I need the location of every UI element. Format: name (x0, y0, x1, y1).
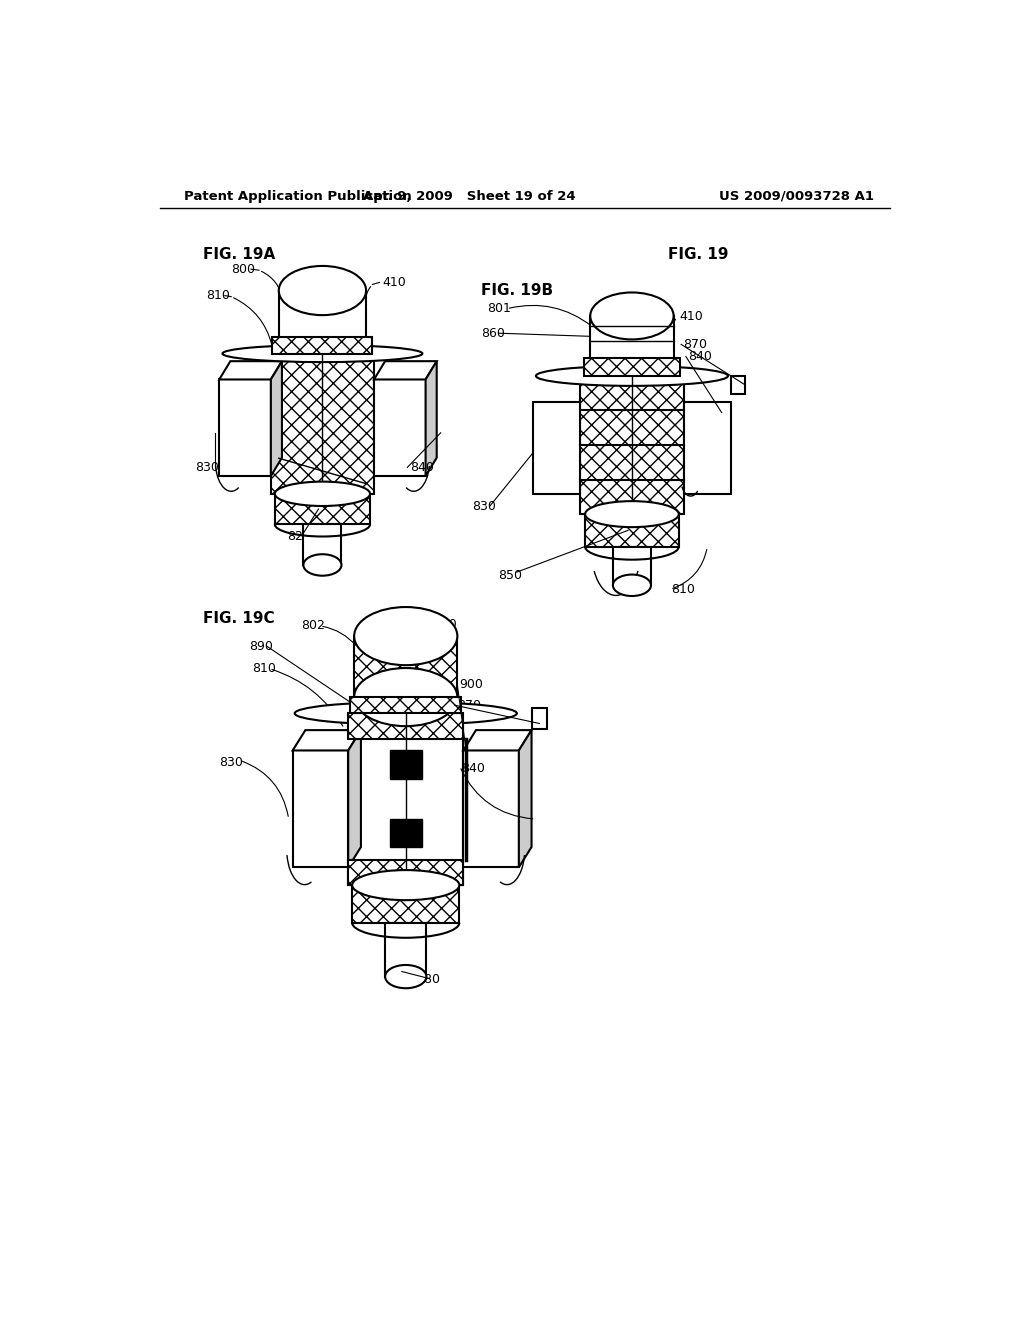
Bar (684, 403, 731, 494)
Bar (348, 713, 463, 886)
Text: 801: 801 (487, 302, 511, 315)
Text: 880: 880 (416, 973, 440, 986)
Polygon shape (519, 730, 531, 867)
Text: 830: 830 (196, 461, 219, 474)
Ellipse shape (354, 668, 458, 726)
Bar (348, 859, 463, 886)
Ellipse shape (590, 293, 674, 339)
Text: FIG. 19: FIG. 19 (668, 247, 728, 263)
Text: 820: 820 (287, 531, 310, 543)
Bar (390, 818, 422, 847)
Ellipse shape (613, 574, 651, 597)
Text: 840: 840 (461, 762, 485, 775)
Bar (590, 315, 674, 362)
Ellipse shape (536, 366, 728, 385)
Ellipse shape (303, 554, 341, 576)
Bar (352, 886, 460, 923)
Bar (581, 376, 684, 515)
Bar (354, 636, 458, 697)
Bar (385, 923, 426, 977)
Ellipse shape (385, 965, 426, 989)
Text: 830: 830 (472, 499, 496, 512)
Ellipse shape (295, 702, 517, 725)
Text: Patent Application Publication: Patent Application Publication (183, 190, 412, 202)
Text: 870: 870 (684, 338, 708, 351)
Bar (272, 338, 373, 354)
Ellipse shape (354, 607, 458, 665)
Bar (293, 751, 348, 867)
Polygon shape (293, 730, 360, 751)
Polygon shape (374, 362, 436, 379)
Bar (585, 513, 679, 546)
Bar (350, 697, 461, 713)
Bar (531, 709, 548, 729)
Text: 830: 830 (219, 755, 243, 768)
Ellipse shape (352, 870, 460, 900)
Text: 870: 870 (458, 698, 481, 711)
Bar (348, 713, 463, 739)
Polygon shape (219, 362, 282, 379)
Bar (303, 524, 341, 565)
Text: 810: 810 (206, 289, 229, 302)
Text: US 2009/0093728 A1: US 2009/0093728 A1 (719, 190, 873, 202)
Bar (390, 750, 422, 779)
Polygon shape (270, 362, 282, 477)
Bar (274, 494, 370, 524)
Text: 900: 900 (460, 678, 483, 692)
Text: 890: 890 (249, 640, 272, 653)
Bar (374, 379, 426, 477)
Text: 410: 410 (680, 310, 703, 323)
Text: 810: 810 (672, 583, 695, 595)
Ellipse shape (279, 265, 367, 315)
Text: 410: 410 (433, 619, 458, 631)
Ellipse shape (274, 482, 370, 506)
Text: FIG. 19B: FIG. 19B (481, 282, 553, 298)
Text: 840: 840 (410, 461, 433, 474)
Bar (463, 751, 519, 867)
Polygon shape (348, 730, 360, 867)
Text: 802: 802 (301, 619, 325, 632)
Text: 810: 810 (252, 663, 275, 675)
Bar (270, 354, 374, 494)
Text: Apr. 9, 2009   Sheet 19 of 24: Apr. 9, 2009 Sheet 19 of 24 (362, 190, 575, 202)
Bar (584, 358, 680, 376)
Bar (532, 403, 581, 494)
Text: 840: 840 (688, 350, 712, 363)
Bar (279, 290, 367, 342)
Text: 410: 410 (382, 276, 406, 289)
Bar (219, 379, 270, 477)
Bar (731, 376, 745, 395)
Text: 800: 800 (231, 263, 255, 276)
Bar (613, 546, 651, 585)
Ellipse shape (585, 502, 679, 527)
Text: 850: 850 (499, 569, 522, 582)
Polygon shape (426, 362, 436, 477)
Text: FIG. 19A: FIG. 19A (204, 247, 275, 263)
Polygon shape (463, 730, 531, 751)
Text: 860: 860 (481, 327, 505, 339)
Text: FIG. 19C: FIG. 19C (204, 611, 275, 626)
Ellipse shape (222, 345, 423, 362)
